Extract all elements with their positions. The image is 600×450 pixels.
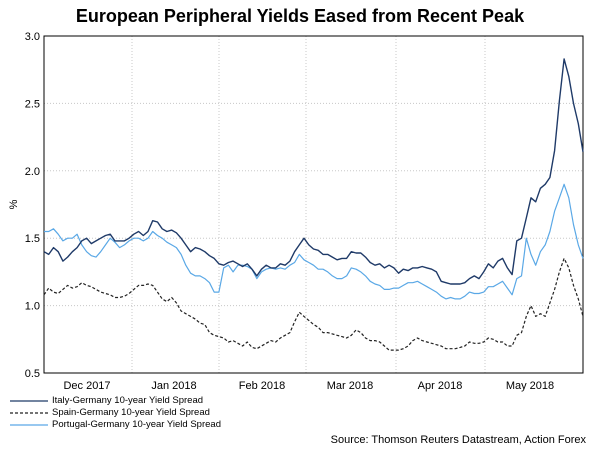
- legend: Italy-Germany 10-year Yield Spread Spain…: [10, 395, 221, 431]
- line-series-italy: [43, 58, 584, 285]
- legend-swatch-italy: [10, 400, 48, 402]
- legend-item-portugal: Portugal-Germany 10-year Yield Spread: [10, 419, 221, 431]
- legend-swatch-spain: [10, 412, 48, 414]
- x-tick-label: Apr 2018: [418, 380, 463, 392]
- x-tick-label: Dec 2017: [63, 380, 110, 392]
- plot-frame: [43, 35, 584, 374]
- chart-title: European Peripheral Yields Eased from Re…: [75, 6, 525, 26]
- legend-label-portugal: Portugal-Germany 10-year Yield Spread: [52, 419, 221, 430]
- y-tick-label: 1.5: [25, 233, 40, 245]
- line-series-spain: [43, 257, 584, 351]
- x-tick-label: Feb 2018: [239, 380, 285, 392]
- x-tick-label: Jan 2018: [151, 380, 196, 392]
- y-tick-label: 0.5: [25, 368, 40, 380]
- source-note: Source: Thomson Reuters Datastream, Acti…: [330, 434, 586, 446]
- y-tick-label: 2.5: [25, 98, 40, 110]
- legend-item-spain: Spain-Germany 10-year Yield Spread: [10, 407, 221, 419]
- x-tick-label: May 2018: [506, 380, 554, 392]
- line-series-portugal: [44, 183, 584, 300]
- legend-swatch-portugal: [10, 424, 48, 426]
- legend-label-italy: Italy-Germany 10-year Yield Spread: [52, 395, 204, 406]
- x-tick-label: Mar 2018: [327, 380, 373, 392]
- y-tick-label: 1.0: [25, 301, 40, 313]
- plot-background: [44, 36, 583, 373]
- y-axis-label: %: [8, 199, 20, 209]
- legend-label-spain: Spain-Germany 10-year Yield Spread: [52, 407, 210, 418]
- y-tick-label: 3.0: [25, 31, 40, 43]
- legend-item-italy: Italy-Germany 10-year Yield Spread: [10, 395, 221, 407]
- y-tick-label: 2.0: [25, 166, 40, 178]
